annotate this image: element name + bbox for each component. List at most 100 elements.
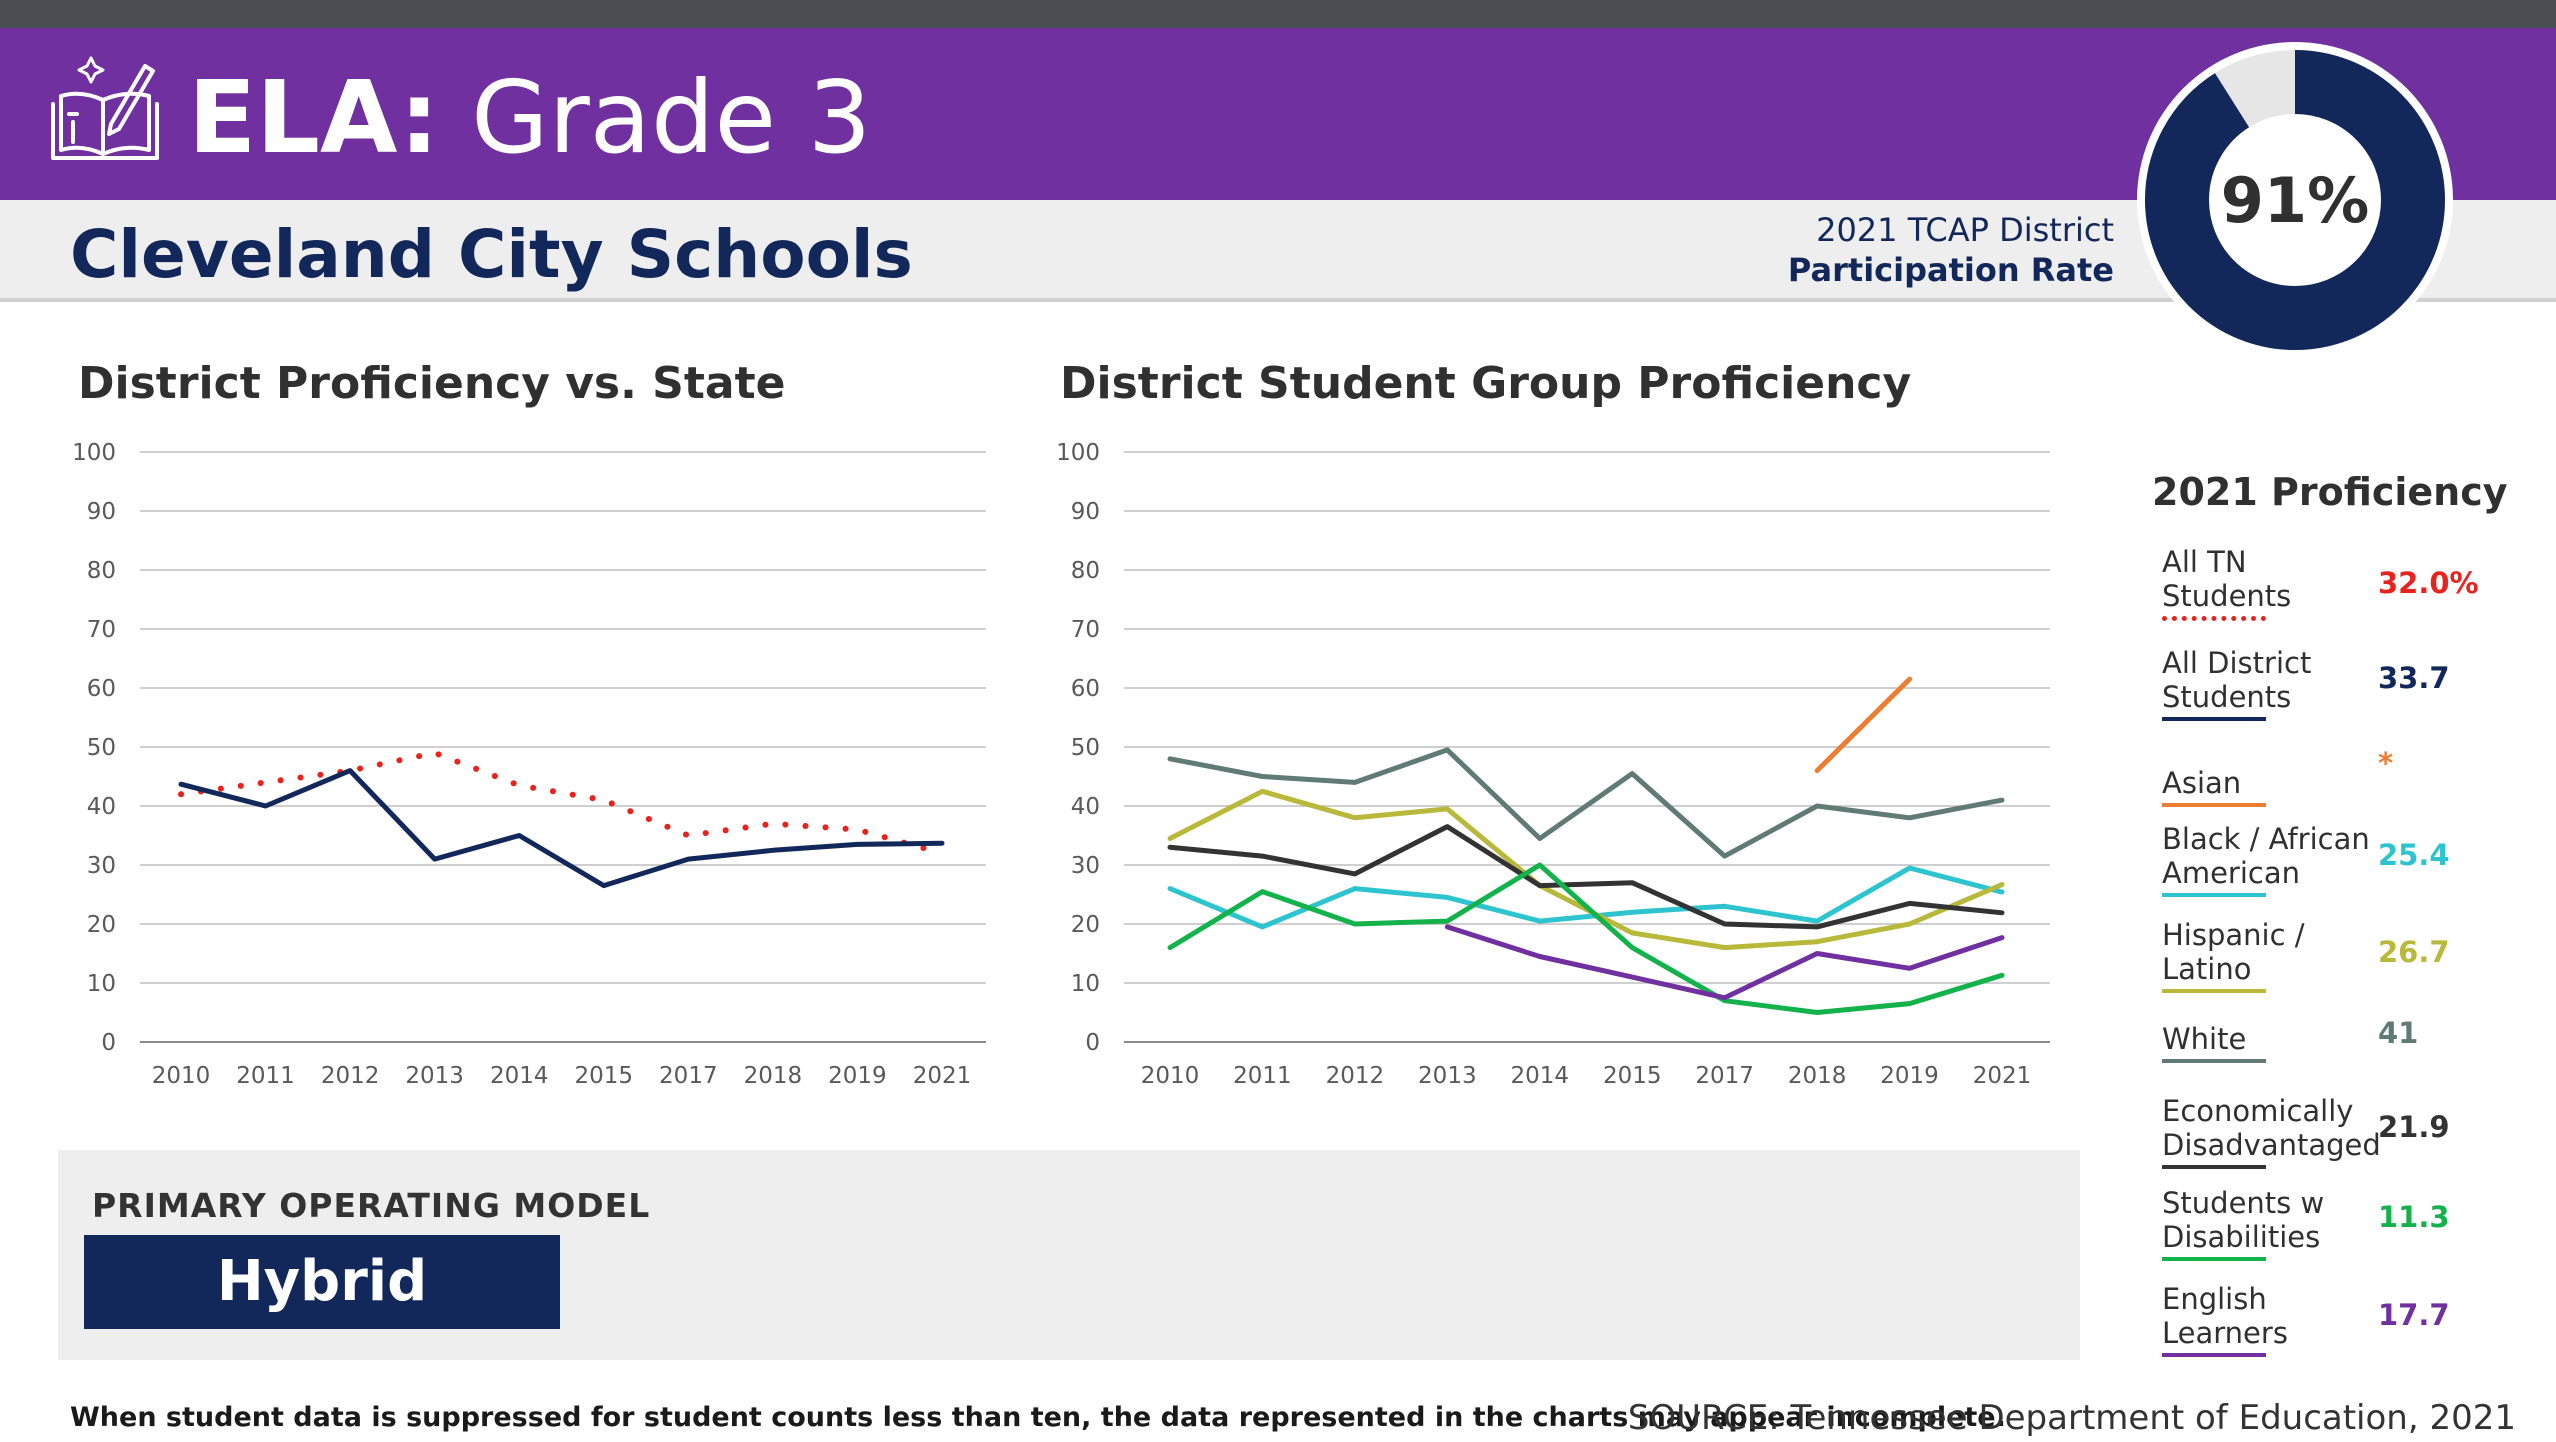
y-tick-label: 10 <box>87 971 116 997</box>
y-tick-label: 20 <box>87 912 116 938</box>
y-tick-label: 30 <box>87 853 116 879</box>
legend-item-label: Black / African American <box>2162 822 2370 890</box>
x-tick-label: 2019 <box>1880 1063 1939 1089</box>
legend-item-label: Economically Disadvantaged <box>2162 1094 2381 1162</box>
y-tick-label: 60 <box>1071 676 1100 702</box>
series-line-black-african-american <box>1167 865 2005 930</box>
legend-swatch <box>2162 803 2266 807</box>
legend-item-label: White <box>2162 1022 2247 1056</box>
series-line-asian <box>1814 676 1913 774</box>
x-tick-label: 2014 <box>490 1063 549 1089</box>
legend-item-value: 26.7 <box>2378 935 2450 969</box>
legend-item-label: Students w Disabilities <box>2162 1186 2325 1254</box>
y-tick-label: 10 <box>1071 971 1100 997</box>
legend-title: 2021 Proficiency <box>2152 470 2508 514</box>
legend-swatch <box>2162 717 2266 721</box>
y-tick-label: 0 <box>1085 1030 1100 1056</box>
y-tick-label: 70 <box>1071 617 1100 643</box>
y-tick-label: 0 <box>101 1030 116 1056</box>
y-tick-label: 90 <box>1071 499 1100 525</box>
legend-item-value: 17.7 <box>2378 1298 2450 1332</box>
legend-item: Black / African American <box>2162 822 2382 897</box>
legend-item-value: * <box>2378 746 2394 780</box>
legend-item: Asian <box>2162 766 2382 807</box>
participation-label: 2021 TCAP District Participation Rate <box>1788 210 2114 290</box>
y-tick-label: 50 <box>87 735 116 761</box>
legend-item-label: All District Students <box>2162 646 2312 714</box>
y-tick-label: 80 <box>87 558 116 584</box>
series-line-economically-disadvantaged <box>1167 824 2005 930</box>
series-line-white <box>1167 747 2005 859</box>
x-tick-label: 2012 <box>1326 1063 1385 1089</box>
legend-swatch <box>2162 616 2266 621</box>
legend-swatch <box>2162 1059 2266 1063</box>
legend-item-value: 21.9 <box>2378 1110 2450 1144</box>
legend-item-value: 33.7 <box>2378 661 2450 695</box>
legend-item: All TN Students <box>2162 545 2382 621</box>
legend-item: White <box>2162 1022 2382 1063</box>
legend-item-label: Asian <box>2162 766 2242 800</box>
legend-item-value: 41 <box>2378 1016 2419 1050</box>
header-banner <box>0 28 2556 200</box>
y-tick-label: 60 <box>87 676 116 702</box>
participation-label-line2: Participation Rate <box>1787 251 2114 289</box>
series-line-students-w-disabilities <box>1167 862 2005 1015</box>
legend-swatch <box>2162 989 2266 993</box>
legend-item-value: 32.0% <box>2378 566 2479 600</box>
series-line-all-tn-students <box>178 749 945 857</box>
legend-swatch <box>2162 1257 2266 1261</box>
y-tick-label: 40 <box>87 794 116 820</box>
operating-model-label: PRIMARY OPERATING MODEL <box>92 1186 651 1225</box>
y-tick-label: 80 <box>1071 558 1100 584</box>
y-tick-label: 50 <box>1071 735 1100 761</box>
x-tick-label: 2021 <box>1973 1063 2032 1089</box>
x-tick-label: 2010 <box>1141 1063 1200 1089</box>
x-tick-label: 2010 <box>152 1063 211 1089</box>
participation-value: 91% <box>2221 164 2369 237</box>
book-pencil-icon <box>51 56 159 160</box>
legend-item: Hispanic / Latino <box>2162 918 2382 993</box>
operating-model-value: Hybrid <box>84 1235 560 1329</box>
x-tick-label: 2019 <box>828 1063 887 1089</box>
participation-donut: 91% <box>2137 42 2453 358</box>
series-line-english-learners <box>1444 924 2005 1001</box>
x-tick-label: 2017 <box>659 1063 718 1089</box>
x-tick-label: 2013 <box>1418 1063 1477 1089</box>
x-tick-label: 2017 <box>1695 1063 1754 1089</box>
x-tick-label: 2011 <box>236 1063 295 1089</box>
legend-item: Students w Disabilities <box>2162 1186 2382 1261</box>
legend-swatch <box>2162 1353 2266 1357</box>
legend-swatch <box>2162 893 2266 897</box>
y-tick-label: 40 <box>1071 794 1100 820</box>
x-tick-label: 2014 <box>1511 1063 1570 1089</box>
participation-label-line1: 2021 TCAP District <box>1816 211 2114 249</box>
x-tick-label: 2015 <box>1603 1063 1662 1089</box>
legend-item-value: 11.3 <box>2378 1200 2450 1234</box>
legend-item-label: Hispanic / Latino <box>2162 918 2305 986</box>
suppression-note: When student data is suppressed for stud… <box>70 1402 2006 1433</box>
subject-label: ELA: <box>188 59 440 176</box>
legend-item: Economically Disadvantaged <box>2162 1094 2382 1169</box>
x-tick-label: 2012 <box>321 1063 380 1089</box>
top-strip <box>0 0 2556 28</box>
district-vs-state-chart: 0 10 20 30 40 50 60 70 80 90 100 2010 2011 2012 2013 20… <box>72 440 986 1089</box>
source-note: SOURCE: Tennessee Department of Educatio… <box>1627 1398 2516 1438</box>
y-tick-label: 70 <box>87 617 116 643</box>
x-tick-label: 2018 <box>744 1063 803 1089</box>
grade-label: Grade 3 <box>471 59 872 176</box>
y-tick-label: 100 <box>1056 440 1100 466</box>
x-tick-label: 2021 <box>913 1063 972 1089</box>
legend-swatch <box>2162 1165 2266 1169</box>
page-title: ELA: Grade 3 <box>188 58 871 178</box>
chart-title-proficiency: District Proficiency vs. State <box>78 358 786 409</box>
y-tick-label: 90 <box>87 499 116 525</box>
legend-item: All District Students <box>2162 646 2382 721</box>
x-tick-label: 2013 <box>405 1063 464 1089</box>
y-tick-label: 100 <box>72 440 116 466</box>
district-banner <box>0 200 2556 302</box>
y-tick-label: 20 <box>1071 912 1100 938</box>
student-group-chart: 0 10 20 30 40 50 60 70 80 90 100 2010 2011 2012 2013 20… <box>1056 440 2050 1089</box>
y-tick-label: 30 <box>1071 853 1100 879</box>
chart-title-groups: District Student Group Proficiency <box>1060 358 1912 409</box>
legend-item-value: 25.4 <box>2378 838 2450 872</box>
